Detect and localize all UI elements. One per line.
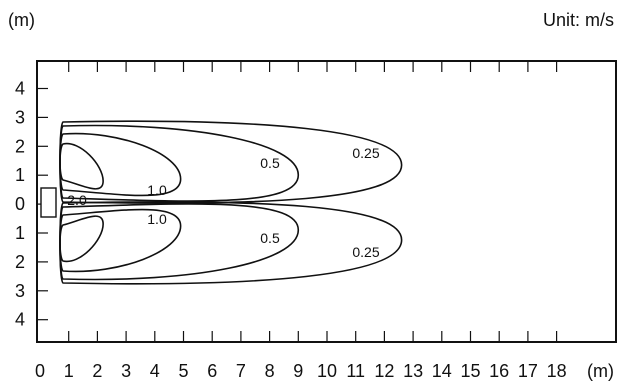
x-tick-label: 12 bbox=[374, 361, 394, 381]
y-axis-unit-label: (m) bbox=[8, 10, 35, 30]
x-tick-label: 11 bbox=[346, 361, 365, 381]
air-outlet-unit bbox=[40, 187, 57, 218]
contour-2-0-lower bbox=[59, 215, 104, 263]
y-tick-label: 2 bbox=[15, 136, 25, 156]
x-tick-label: 15 bbox=[460, 361, 480, 381]
y-tick-label: 3 bbox=[15, 107, 25, 127]
contour-labels: 2.0 1.0 1.0 0.5 0.5 0.25 0.25 bbox=[67, 145, 380, 260]
x-tick-label: 5 bbox=[178, 361, 188, 381]
y-tick-label: 1 bbox=[15, 165, 25, 185]
x-tick-label: 2 bbox=[92, 361, 102, 381]
contour-label-0-5-lower: 0.5 bbox=[260, 230, 280, 246]
x-tick-label: 3 bbox=[121, 361, 131, 381]
contour-label-0-5-upper: 0.5 bbox=[260, 155, 280, 171]
x-axis-tick-labels: 0 1 2 3 4 5 6 7 8 9 10 11 12 13 14 15 16 17 18 bbox=[35, 361, 567, 381]
y-tick-label: 2 bbox=[15, 252, 25, 272]
contour-label-0-25-upper: 0.25 bbox=[352, 145, 379, 161]
y-tick-label: 1 bbox=[15, 223, 25, 243]
contour-0-25-lower bbox=[59, 201, 403, 285]
contour-2-0-upper bbox=[59, 142, 104, 190]
x-axis-ticks bbox=[68, 61, 558, 342]
contour-0-25-upper bbox=[59, 120, 403, 204]
unit-note: Unit: m/s bbox=[543, 10, 614, 30]
y-axis-tick-labels: 4 3 2 1 0 1 2 3 4 bbox=[15, 79, 25, 330]
contour-label-1-0-lower: 1.0 bbox=[147, 211, 167, 227]
y-tick-label: 4 bbox=[15, 79, 25, 99]
x-tick-label: 6 bbox=[207, 361, 217, 381]
x-tick-label: 1 bbox=[64, 361, 74, 381]
x-tick-label: 18 bbox=[547, 361, 567, 381]
x-tick-label: 7 bbox=[236, 361, 246, 381]
contour-label-1-0-upper: 1.0 bbox=[147, 182, 167, 198]
x-tick-label: 0 bbox=[35, 361, 45, 381]
contour-label-2-0: 2.0 bbox=[67, 192, 87, 208]
y-tick-label: 3 bbox=[15, 281, 25, 301]
contour-label-0-25-lower: 0.25 bbox=[352, 244, 379, 260]
x-axis-unit-label: (m) bbox=[587, 361, 614, 381]
y-axis-ticks bbox=[37, 87, 48, 321]
x-tick-label: 16 bbox=[489, 361, 509, 381]
x-tick-label: 9 bbox=[293, 361, 303, 381]
x-tick-label: 14 bbox=[432, 361, 452, 381]
y-tick-label: 0 bbox=[15, 194, 25, 214]
x-tick-label: 8 bbox=[265, 361, 275, 381]
x-tick-label: 13 bbox=[403, 361, 423, 381]
x-tick-label: 4 bbox=[150, 361, 160, 381]
x-tick-label: 17 bbox=[518, 361, 538, 381]
x-tick-label: 10 bbox=[317, 361, 337, 381]
y-tick-label: 4 bbox=[15, 310, 25, 330]
velocity-contours bbox=[59, 120, 403, 285]
